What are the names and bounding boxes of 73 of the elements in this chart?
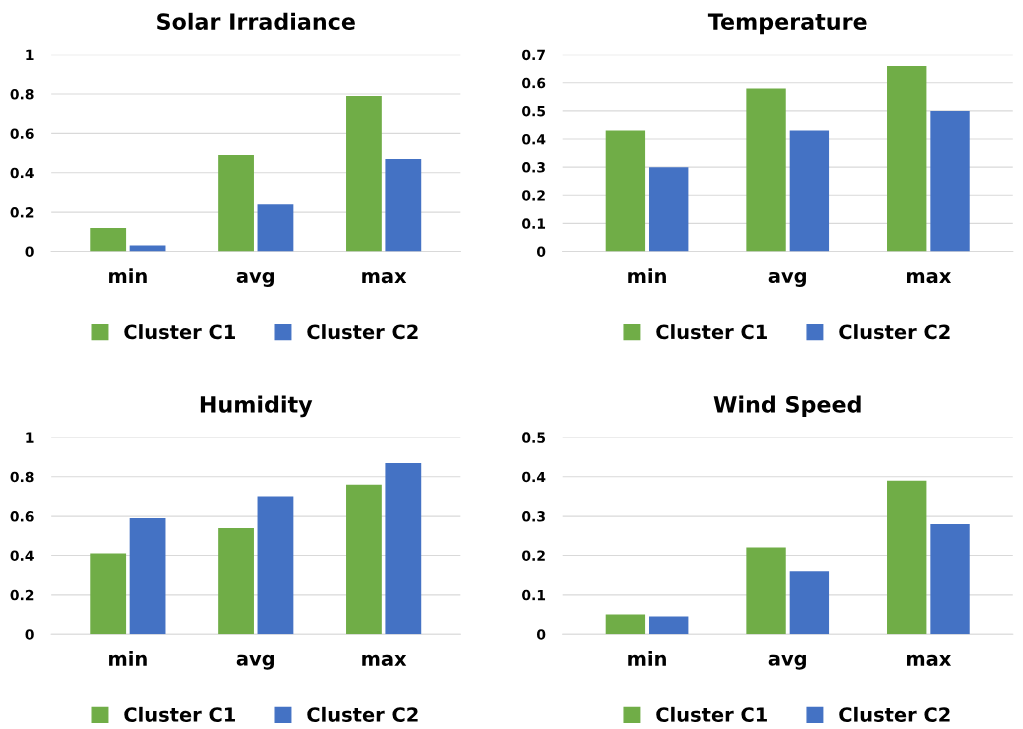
y-tick-label: 0.6: [522, 77, 546, 89]
bar: [887, 480, 927, 635]
y-tick-label: 1: [26, 49, 34, 60]
bar: [649, 167, 689, 252]
x-tick-label: min: [628, 650, 666, 666]
legend-label: Cluster C2: [307, 324, 418, 340]
bar: [90, 227, 127, 252]
bar: [605, 130, 646, 252]
x-tick-label: min: [628, 268, 666, 283]
bar: [385, 462, 422, 635]
bar: [746, 547, 786, 635]
y-tick-label: 0.5: [522, 432, 546, 443]
bar: [789, 130, 830, 252]
y-tick-label: 0.2: [522, 550, 545, 561]
bar: [930, 524, 970, 635]
y-tick-label: 0.6: [10, 128, 34, 139]
y-tick-label: 0: [25, 629, 34, 640]
bar: [346, 96, 382, 252]
y-tick-label: 0.3: [522, 511, 545, 522]
y-tick-label: 0.4: [522, 471, 546, 483]
x-tick-label: avg: [236, 271, 274, 287]
x-tick-label: min: [109, 268, 147, 283]
bar: [257, 204, 294, 252]
y-tick-label: 0.7: [522, 49, 545, 61]
y-tick-label: 0: [536, 246, 546, 257]
legend-label: Cluster C1: [124, 706, 235, 722]
bar: [218, 155, 254, 252]
legend-label: Cluster C1: [656, 706, 767, 722]
bar: [649, 616, 689, 635]
chart-title: Wind Speed: [713, 395, 861, 418]
bar: [257, 496, 294, 635]
y-tick-label: 1: [26, 432, 34, 443]
bar: [385, 158, 422, 252]
bar: [90, 553, 127, 635]
bar: [887, 65, 927, 252]
y-tick-label: 0.2: [10, 207, 34, 218]
legend-label: Cluster C2: [839, 706, 950, 722]
legend-label: Cluster C2: [839, 324, 950, 340]
bar: [129, 518, 166, 635]
x-tick-label: avg: [236, 654, 274, 670]
y-tick-label: 0.4: [522, 134, 546, 145]
x-tick-label: avg: [768, 271, 806, 287]
y-tick-label: 0.8: [10, 471, 34, 483]
x-tick-label: max: [362, 272, 407, 284]
x-tick-label: avg: [768, 654, 806, 670]
legend-label: Cluster C1: [124, 324, 235, 340]
y-tick-label: 0.3: [522, 162, 545, 173]
x-tick-label: max: [907, 272, 952, 284]
x-tick-label: min: [109, 650, 147, 666]
y-tick-label: 0.4: [10, 550, 34, 561]
chart-title: Solar Irradiance: [157, 12, 355, 30]
bar: [789, 571, 830, 635]
y-tick-label: 0.8: [10, 89, 34, 100]
y-tick-label: 0.5: [522, 105, 546, 117]
legend-label: Cluster C2: [307, 706, 418, 722]
y-tick-label: 0.2: [522, 190, 545, 201]
x-tick-label: max: [362, 654, 407, 666]
chart-title: Humidity: [200, 395, 313, 418]
bar: [605, 614, 646, 635]
chart-title: Temperature: [707, 13, 867, 35]
legend-label: Cluster C1: [656, 324, 767, 340]
x-tick-label: max: [907, 654, 952, 666]
y-tick-label: 0: [536, 629, 546, 640]
bar: [218, 527, 254, 635]
y-tick-label: 0.1: [522, 589, 546, 601]
y-tick-label: 0.2: [10, 589, 34, 601]
bar: [346, 484, 382, 635]
bar: [930, 110, 970, 252]
y-tick-label: 0.1: [522, 218, 546, 229]
y-tick-label: 0: [25, 246, 34, 257]
y-tick-label: 0.4: [10, 167, 34, 179]
bar: [746, 88, 786, 252]
y-tick-label: 0.6: [10, 511, 34, 522]
